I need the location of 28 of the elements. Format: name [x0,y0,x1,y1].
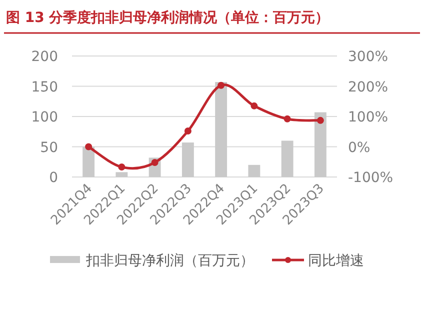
y2-tick-label: 100% [348,110,388,126]
y-tick-label: 100 [31,110,58,126]
y-tick-label: 200 [31,49,58,65]
point [184,128,192,135]
point [218,82,225,89]
bar [215,82,228,177]
point [151,158,158,166]
bar [281,140,294,177]
bar [82,146,95,177]
bar [116,172,128,177]
y2-tick-label: 300% [348,49,388,65]
bar [314,112,326,177]
y2-tick-label: -100% [348,170,394,186]
y-tick-label: 0 [49,170,58,186]
point [85,143,92,150]
legend-label: 扣非归母净利润（百万元） [85,253,254,269]
point [250,102,258,110]
point [316,116,324,124]
point [118,164,126,171]
y2-tick-label: 200% [348,79,388,96]
legend-label: 同比增速 [308,253,364,269]
y-tick-label: 50 [40,140,58,156]
bar [182,142,194,177]
bar [248,164,260,177]
y-tick-label: 150 [31,79,58,96]
point [284,115,291,122]
y2-tick-label: 0% [348,140,370,156]
chart-title: 图 13 分季度扣非归母净利润情况（单位：百万元） [6,9,330,26]
